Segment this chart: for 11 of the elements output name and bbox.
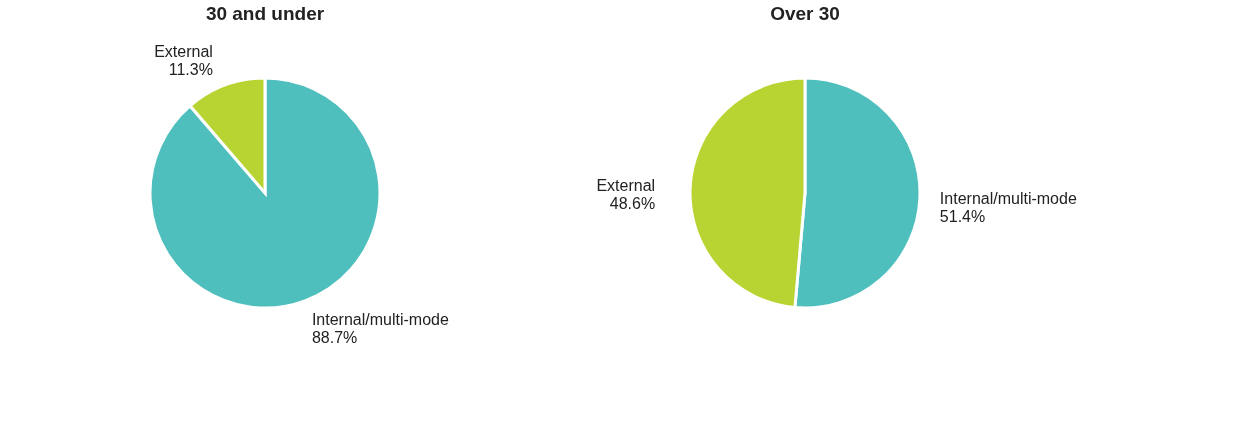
data-label: 51.4% (939, 207, 986, 225)
data-label: 48.6% (609, 195, 656, 213)
slice-label: Internal/multi-mode (311, 310, 449, 328)
slice-label: Internal/multi-mode (939, 189, 1077, 207)
slice-label: External (154, 43, 213, 61)
data-label: 11.3% (168, 61, 213, 79)
pie-slice (148, 76, 382, 310)
chart-title: 30 and under (205, 3, 325, 24)
slice-label: External (596, 177, 656, 195)
data-label: 88.7% (311, 328, 358, 346)
chart-title: Over 30 (770, 3, 840, 24)
